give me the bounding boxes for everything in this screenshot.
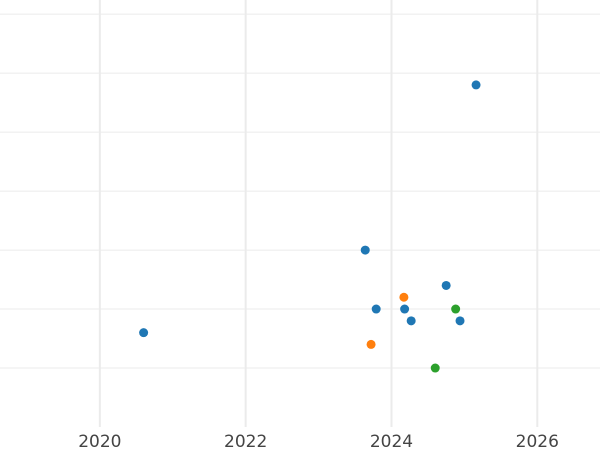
- data-points: [139, 80, 481, 373]
- data-point: [360, 245, 370, 255]
- data-point: [471, 80, 481, 90]
- data-point: [441, 280, 451, 290]
- data-point: [451, 304, 461, 314]
- gridlines: [0, 0, 600, 427]
- x-tick-label: 2020: [78, 432, 121, 450]
- data-point: [406, 316, 416, 326]
- data-point: [399, 292, 409, 302]
- data-point: [371, 304, 381, 314]
- data-point: [430, 363, 440, 373]
- data-point: [455, 316, 465, 326]
- x-tick-label: 2026: [516, 432, 559, 450]
- data-point: [366, 339, 376, 349]
- x-axis-ticks: 2020 2022 2024 2026: [78, 432, 559, 450]
- data-point: [139, 328, 149, 338]
- x-tick-label: 2022: [224, 432, 267, 450]
- x-tick-label: 2024: [370, 432, 413, 450]
- data-point: [400, 304, 410, 314]
